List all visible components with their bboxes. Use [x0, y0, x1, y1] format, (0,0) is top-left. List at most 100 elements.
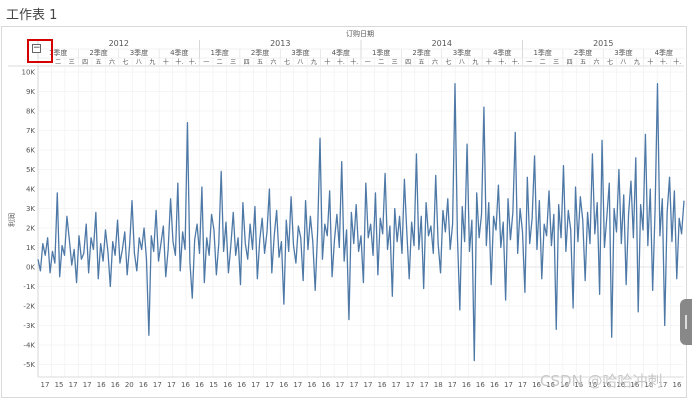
- month-label: 十.: [660, 58, 668, 66]
- bottom-day-label: 17: [69, 381, 78, 389]
- month-label: 一: [42, 59, 48, 66]
- month-label: 五: [96, 59, 102, 66]
- bottom-day-label: 17: [518, 381, 527, 389]
- month-label: 六: [271, 58, 277, 66]
- bottom-day-label: 16: [560, 381, 569, 389]
- bottom-day-label: 20: [125, 381, 134, 389]
- month-label: 十: [647, 58, 653, 66]
- month-label: 四: [405, 59, 411, 66]
- month-label: 一: [365, 59, 371, 66]
- bottom-day-label: 17: [420, 381, 429, 389]
- bottom-day-label: 16: [574, 381, 583, 389]
- month-label: 十.: [189, 58, 197, 66]
- bottom-day-label: 17: [153, 381, 162, 389]
- bottom-day-label: 16: [279, 381, 288, 389]
- scroll-handle[interactable]: [680, 299, 692, 345]
- year-label: 2015: [593, 39, 613, 48]
- month-label: 三: [69, 59, 75, 66]
- year-label: 2014: [432, 39, 452, 48]
- bottom-day-label: 18: [434, 381, 443, 389]
- month-label: 七: [122, 58, 128, 66]
- y-tick-label: 1K: [26, 244, 35, 252]
- month-label: 四: [82, 59, 88, 66]
- bottom-day-label: 16: [378, 381, 387, 389]
- bottom-day-label: 16: [111, 381, 120, 389]
- quarter-label: 4季度: [170, 48, 188, 57]
- y-tick-label: -5K: [23, 361, 35, 369]
- month-label: 五: [257, 59, 263, 66]
- bottom-day-label: 17: [265, 381, 274, 389]
- bottom-day-label: 17: [41, 381, 50, 389]
- y-tick-label: -3K: [23, 322, 35, 330]
- x-axis-title: 订购日期: [346, 29, 374, 38]
- month-label: 九: [634, 58, 640, 66]
- bottom-day-label: 17: [504, 381, 513, 389]
- bottom-day-label: 16: [223, 381, 232, 389]
- month-label: 十.: [350, 58, 358, 66]
- grip-icon: [685, 315, 687, 329]
- bottom-day-label: 16: [588, 381, 597, 389]
- month-label: 十: [324, 58, 330, 66]
- y-tick-label: 5K: [26, 166, 35, 174]
- y-tick-label: -4K: [23, 342, 35, 350]
- month-label: 七: [445, 58, 451, 66]
- bottom-day-label: 17: [335, 381, 344, 389]
- collapse-icon[interactable]: −: [32, 43, 41, 53]
- date-header: 订购日期20121季度一二三2季度四五六3季度七八九4季度十 十. 十.20131季…: [8, 29, 684, 67]
- y-tick-label: 3K: [26, 205, 35, 213]
- y-tick-label: 9K: [26, 88, 35, 96]
- bottom-day-label: 16: [644, 381, 653, 389]
- month-label: 九: [149, 58, 155, 66]
- month-label: 一: [203, 59, 209, 66]
- month-label: 十: [163, 58, 169, 66]
- month-label: 十.: [673, 58, 681, 66]
- quarter-label: 2季度: [89, 48, 107, 57]
- quarter-label: 2季度: [412, 48, 430, 57]
- month-label: 二: [378, 59, 384, 66]
- bottom-day-label: 17: [364, 381, 373, 389]
- month-label: 五: [580, 59, 586, 66]
- quarter-label: 2季度: [574, 48, 592, 57]
- y-axis-title: 利润: [7, 213, 16, 227]
- y-axis: 10K 9K 8K 7K 6K 5K 4K 3K 2K 1K 0K -1K -2K -3K -4K -5K 利润: [7, 66, 39, 377]
- month-label: 七: [284, 58, 290, 66]
- month-label: 二: [217, 59, 223, 66]
- y-tick-label: 8K: [26, 108, 35, 116]
- month-label: 十.: [498, 58, 506, 66]
- month-label: 三: [230, 59, 236, 66]
- quarter-label: 1季度: [533, 48, 551, 57]
- y-tick-label: 0K: [26, 264, 35, 272]
- bottom-day-label: 16: [181, 381, 190, 389]
- quarter-label: 3季度: [453, 48, 471, 57]
- bottom-axis: 17 15 17 17 16 16 20 16 17 17 16 16 15 16 16 17 17 16 17 16…: [38, 376, 684, 389]
- quarter-label: 4季度: [493, 48, 511, 57]
- bottom-day-label: 15: [209, 381, 218, 389]
- watermark: CSDN @哈哈冲刺: [540, 372, 663, 390]
- bottom-day-label: 17: [167, 381, 176, 389]
- bottom-day-label: 16: [462, 381, 471, 389]
- month-label: 十: [486, 58, 492, 66]
- bottom-day-label: 17: [448, 381, 457, 389]
- bottom-day-label: 16: [602, 381, 611, 389]
- bottom-day-label: 16: [616, 381, 625, 389]
- month-label: 二: [540, 59, 546, 66]
- quarter-label: 3季度: [130, 48, 148, 57]
- month-label: 六: [109, 58, 115, 66]
- quarter-label: 3季度: [291, 48, 309, 57]
- y-tick-label: 2K: [26, 225, 35, 233]
- quarter-label: 3季度: [614, 48, 632, 57]
- bottom-day-label: 17: [392, 381, 401, 389]
- bottom-day-label: 15: [55, 381, 64, 389]
- bottom-day-label: 16: [546, 381, 555, 389]
- month-label: 三: [392, 59, 398, 66]
- month-label: 九: [472, 58, 478, 66]
- bottom-day-label: 17: [293, 381, 302, 389]
- month-label: 八: [620, 59, 626, 66]
- y-tick-label: 7K: [26, 127, 35, 135]
- bottom-day-label: 16: [321, 381, 330, 389]
- bottom-day-label: 16: [630, 381, 639, 389]
- quarter-label: 1季度: [210, 48, 228, 57]
- quarter-label: 1季度: [49, 48, 67, 57]
- y-tick-label: -2K: [23, 303, 35, 311]
